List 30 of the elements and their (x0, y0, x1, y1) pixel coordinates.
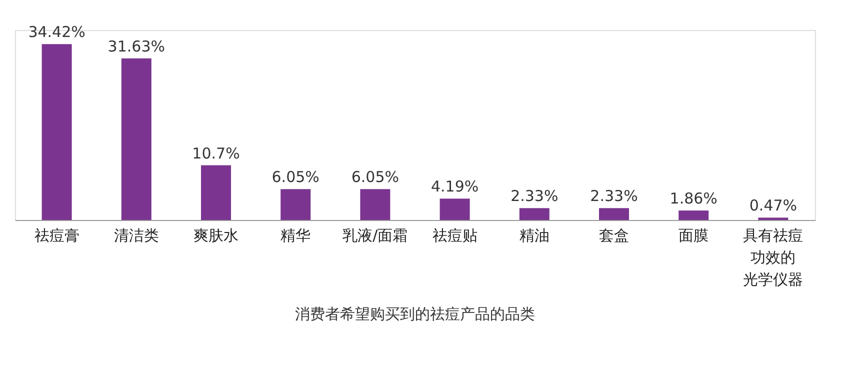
bar (519, 208, 550, 220)
data-label: 0.47% (749, 196, 798, 215)
bar (599, 208, 630, 220)
data-label: 4.19% (430, 178, 479, 196)
data-label: 6.05% (272, 168, 320, 186)
data-label: 2.33% (510, 187, 558, 206)
bar (42, 44, 72, 220)
text: 消费者希望购买到的祛痘产品的品类 (295, 305, 535, 323)
bar (200, 165, 231, 220)
data-label: 31.63% (108, 37, 165, 56)
x-tick-label: 精华 (280, 226, 311, 244)
data-label: 10.7% (192, 144, 240, 162)
data-label: 2.33% (590, 187, 638, 206)
x-tick-label: 爽肤水 (193, 226, 238, 244)
x-tick-label: 套盒 (599, 226, 630, 244)
x-tick-label: 祛痘膏 (34, 226, 80, 244)
x-tick-label: 精油 (519, 226, 550, 244)
data-label: 6.05% (351, 168, 400, 186)
x-tick-label: 祛痘贴 (432, 226, 478, 244)
x-tick-label: 乳液/面霜 (342, 226, 408, 244)
bar (360, 189, 390, 220)
x-tick-label: 具有祛痘功效的光学仪器 (743, 226, 804, 288)
bar (678, 210, 709, 220)
x-tick-label: 面膜 (678, 226, 709, 244)
bar (280, 189, 311, 220)
bar (440, 198, 470, 220)
bar (121, 58, 152, 220)
data-label: 1.86% (670, 189, 718, 208)
x-tick-label: 清洁类 (114, 226, 159, 244)
data-label: 34.42% (28, 23, 86, 42)
